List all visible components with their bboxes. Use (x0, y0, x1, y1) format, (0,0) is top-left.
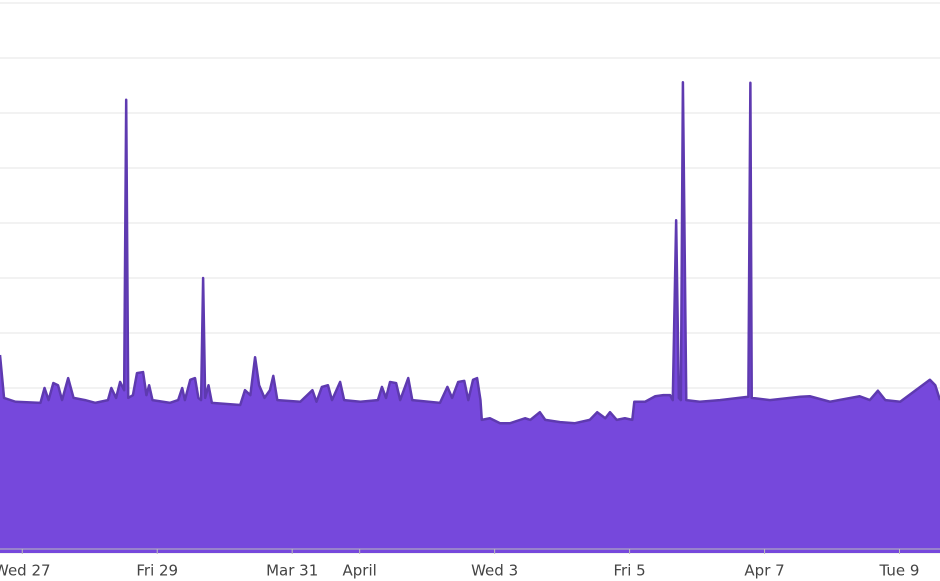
x-tick-label: Mar 31 (266, 562, 318, 580)
x-tick-label: Wed 3 (471, 562, 518, 580)
area (0, 82, 940, 553)
x-tick-label: Fri 29 (136, 562, 178, 580)
x-tick-label: April (343, 562, 377, 580)
x-tick-label: Tue 9 (879, 562, 920, 580)
x-tick-label: Wed 27 (0, 562, 51, 580)
x-tick-label: Fri 5 (613, 562, 645, 580)
x-tick-label: Apr 7 (744, 562, 784, 580)
line (0, 80, 940, 425)
